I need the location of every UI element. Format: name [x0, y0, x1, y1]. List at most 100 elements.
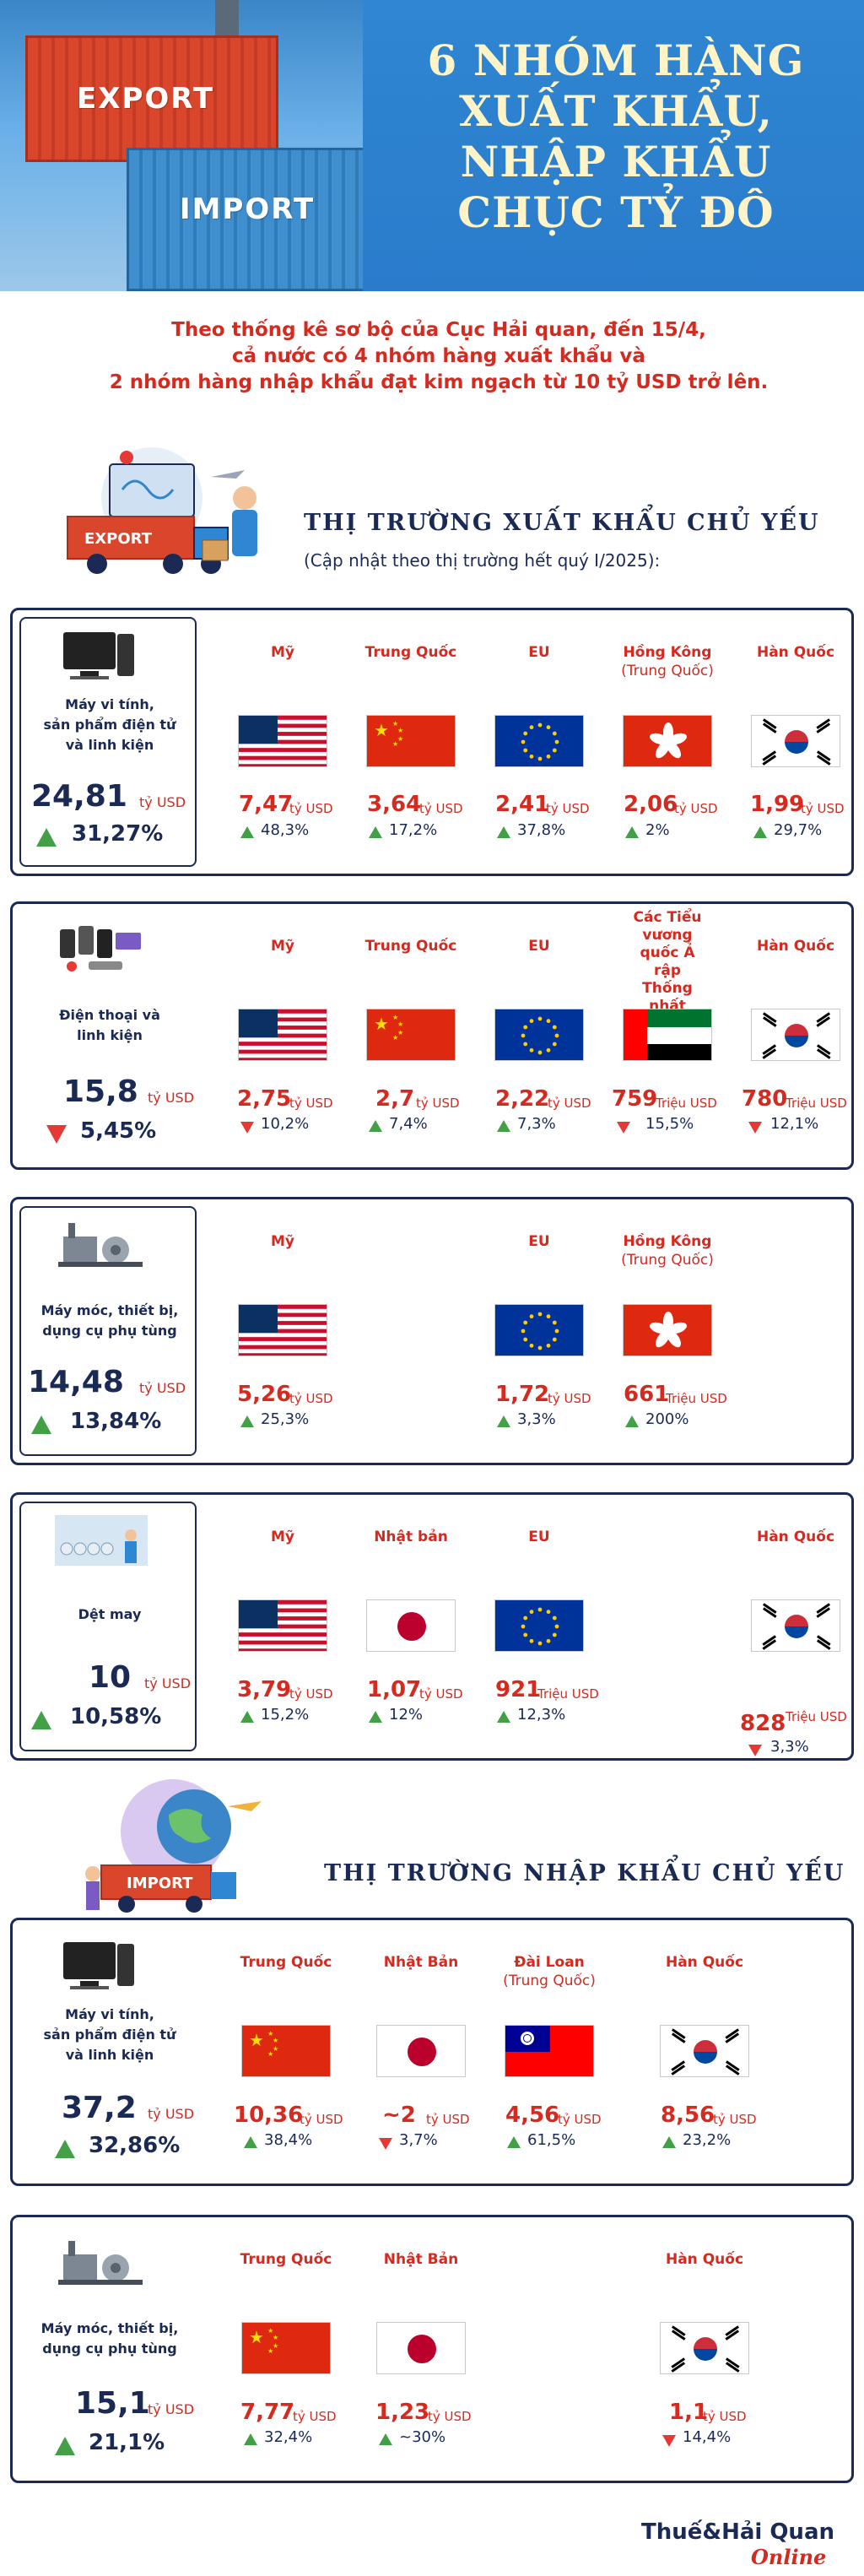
- product-name-line: Máy móc, thiết bị,: [40, 2320, 179, 2336]
- market-name: Nhật bản: [374, 1529, 448, 1545]
- svg-text:★: ★: [267, 2030, 273, 2038]
- trend-up-icon: [369, 1711, 382, 1723]
- kr-flag-icon: [751, 1599, 840, 1652]
- market-value: 780: [742, 1086, 788, 1112]
- market-unit: tỷ USD: [703, 2409, 747, 2424]
- product-name: Máy vi tính, sản phẩm điện tử và linh ki…: [21, 695, 198, 755]
- import-section-title: THỊ TRƯỜNG NHẬP KHẨU CHỦ YẾU: [324, 1860, 845, 1886]
- market-unit: Triệu USD: [666, 1391, 727, 1406]
- market-unit: tỷ USD: [289, 801, 333, 816]
- product-unit: tỷ USD: [148, 1090, 195, 1106]
- logo-sub-text: Online: [751, 2545, 827, 2569]
- tw-flag-icon: [505, 2025, 594, 2077]
- product-box: Máy vi tính, sản phẩm điện tử và linh ki…: [19, 617, 197, 867]
- market-name: Hồng Kông: [623, 1233, 712, 1250]
- market-name: Hàn Quốc: [756, 938, 835, 955]
- import-card-machinery: Máy móc, thiết bị, dụng cụ phụ tùng 15,1…: [10, 2215, 854, 2483]
- product-name: Máy vi tính, sản phẩm điện tử và linh ki…: [21, 2005, 198, 2065]
- product-unit: tỷ USD: [148, 2106, 195, 2122]
- product-unit: tỷ USD: [148, 2401, 195, 2417]
- svg-text:★: ★: [397, 735, 403, 743]
- market-unit: Triệu USD: [537, 1686, 599, 1702]
- market-value: 4,56: [505, 2102, 560, 2128]
- market-value: 10,36: [234, 2102, 304, 2128]
- svg-text:★: ★: [249, 2327, 264, 2347]
- textile-icon: [55, 1515, 148, 1566]
- svg-text:★: ★: [273, 2037, 278, 2044]
- product-box: Máy vi tính, sản phẩm điện tử và linh ki…: [19, 1927, 197, 2177]
- svg-text:★: ★: [392, 1034, 398, 1042]
- export-card-computers: Máy vi tính, sản phẩm điện tử và linh ki…: [10, 608, 854, 876]
- market-unit: tỷ USD: [289, 1096, 333, 1111]
- computer-icon: [63, 1942, 134, 1989]
- market-change: 61,5%: [527, 2131, 576, 2149]
- svg-text:★: ★: [392, 1014, 398, 1021]
- market-unit: Triệu USD: [786, 1709, 847, 1724]
- market-name: Mỹ: [271, 1233, 294, 1250]
- us-flag-icon: [238, 1599, 327, 1652]
- market-value: 2,75: [237, 1086, 292, 1112]
- trend-up-icon: [31, 1711, 51, 1729]
- market-unit: tỷ USD: [419, 1686, 463, 1702]
- market-subname: (Trung Quốc): [621, 1252, 714, 1269]
- trend-down-icon: [748, 1122, 762, 1134]
- eu-flag-icon: [494, 715, 584, 767]
- market-name: Hàn Quốc: [665, 2251, 744, 2268]
- market-name: Mỹ: [271, 644, 294, 661]
- trend-down-icon: [748, 1745, 762, 1756]
- product-name-line: Máy vi tính,: [65, 696, 154, 712]
- market-name: Nhật Bản: [383, 2251, 459, 2268]
- market-value: 1,1: [669, 2400, 709, 2425]
- market-change: 37,8%: [517, 821, 566, 839]
- market-change: 3,3%: [770, 1738, 809, 1756]
- trend-up-icon: [497, 1415, 510, 1427]
- trend-up-icon: [240, 1711, 254, 1723]
- publisher-logo: Thuế&Hải Quan Online: [641, 2519, 852, 2570]
- market-unit: tỷ USD: [428, 2409, 472, 2424]
- cn-flag-icon: ★ ★ ★ ★ ★: [241, 2322, 331, 2374]
- market-name: Mỹ: [271, 938, 294, 955]
- market-unit: tỷ USD: [558, 2112, 602, 2127]
- market-unit: tỷ USD: [546, 801, 590, 816]
- market-unit: tỷ USD: [674, 801, 718, 816]
- import-globe-illustration: IMPORT: [85, 1779, 262, 1913]
- svg-text:★: ★: [397, 1020, 403, 1028]
- market-value: 8,56: [661, 2102, 716, 2128]
- trend-up-icon: [240, 826, 254, 838]
- phones-icon: [60, 926, 141, 971]
- product-name-line: Điện thoại và: [59, 1007, 160, 1023]
- market-value: 2,06: [624, 792, 678, 817]
- product-value: 15,1: [75, 2386, 150, 2421]
- ae-flag-icon: [623, 1009, 712, 1061]
- us-flag-icon: [238, 1009, 327, 1061]
- product-name-line: sản phẩm điện tử: [43, 2027, 176, 2043]
- product-name-line: Máy móc, thiết bị,: [40, 1302, 179, 1318]
- product-name-line: và linh kiện: [65, 2047, 154, 2063]
- market-name: Đài Loan: [514, 1954, 585, 1971]
- market-change: 32,4%: [264, 2428, 313, 2446]
- market-unit: tỷ USD: [548, 1391, 591, 1406]
- market-value: 7,47: [239, 792, 294, 817]
- market-value: 759: [612, 1086, 658, 1112]
- import-container-label: IMPORT: [180, 192, 316, 226]
- title-panel: [363, 0, 864, 291]
- export-container-label: EXPORT: [77, 82, 215, 116]
- market-name: Mỹ: [271, 1529, 294, 1545]
- kr-flag-icon: [660, 2322, 749, 2374]
- logo-main-text: Thuế&Hải Quan: [641, 2519, 834, 2545]
- market-value: 2,7: [375, 1086, 415, 1112]
- title-line-3: nhập khẩu: [460, 137, 772, 187]
- market-value: 3,64: [367, 792, 422, 817]
- market-change: 29,7%: [774, 821, 823, 839]
- market-value: 5,26: [237, 1382, 292, 1407]
- trend-up-icon: [240, 1415, 254, 1427]
- export-truck-illustration: EXPORT: [67, 447, 257, 574]
- intro-line-1: Theo thống kê sơ bộ của Cục Hải quan, đế…: [171, 319, 706, 341]
- cn-flag-icon: ★ ★ ★ ★ ★: [241, 2025, 331, 2077]
- eu-flag-icon: [494, 1009, 584, 1061]
- market-change: 25,3%: [261, 1410, 310, 1428]
- market-name: EU: [528, 1529, 550, 1545]
- export-card-machinery: Máy móc, thiết bị, dụng cụ phụ tùng 14,4…: [10, 1197, 854, 1465]
- eu-flag-icon: [494, 1304, 584, 1356]
- hk-flag-icon: [623, 1304, 712, 1356]
